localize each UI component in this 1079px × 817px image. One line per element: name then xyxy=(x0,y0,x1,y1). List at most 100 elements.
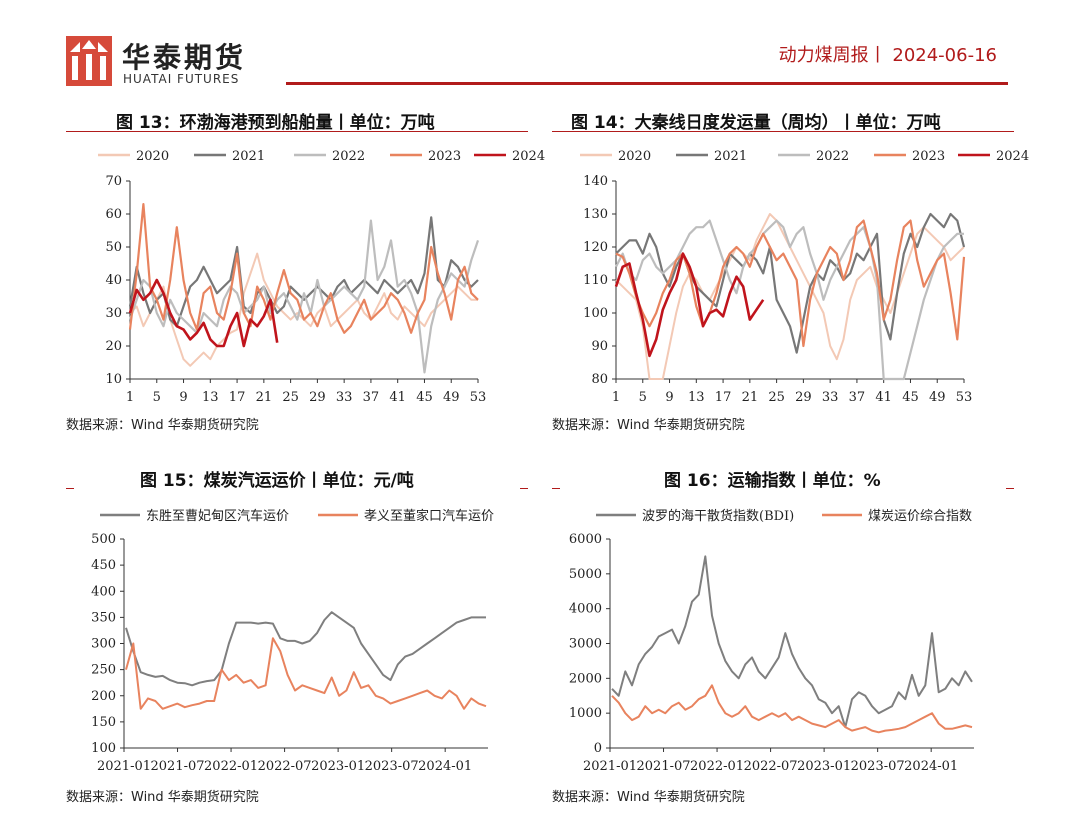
y-tick-label: 80 xyxy=(591,372,608,387)
chart-14-daqin-line: 2020 2021 2022 2023 2024 80 90 100 110 120 130 140 1… xyxy=(580,149,1029,405)
y-tick-label: 150 xyxy=(91,715,116,730)
x-tick-label: 37 xyxy=(363,390,380,405)
x-tick-label: 2021-01 xyxy=(97,759,151,774)
y-tick-label: 200 xyxy=(91,689,116,704)
x-tick-label: 2023-07 xyxy=(851,759,905,774)
x-tick-label: 17 xyxy=(715,390,732,405)
x-tick-label: 1 xyxy=(612,390,620,405)
x-tick-label: 53 xyxy=(470,390,487,405)
x-tick-label: 53 xyxy=(956,390,973,405)
x-tick-label: 2023-07 xyxy=(365,759,419,774)
x-tick-label: 2021-01 xyxy=(583,759,637,774)
y-tick-label: 10 xyxy=(105,372,122,387)
report-title: 动力煤周报丨 2024-06-16 xyxy=(778,45,997,66)
x-tick-label: 5 xyxy=(639,390,647,405)
x-tick-label: 37 xyxy=(849,390,866,405)
y-tick-label: 2000 xyxy=(569,671,602,686)
x-tick-label: 2022-01 xyxy=(204,759,258,774)
x-tick-label: 45 xyxy=(416,390,433,405)
y-tick-label: 6000 xyxy=(569,532,602,547)
y-tick-label: 100 xyxy=(583,306,608,321)
x-tick-label: 49 xyxy=(929,390,946,405)
series-line-2021 xyxy=(128,216,479,328)
y-tick-label: 5000 xyxy=(569,567,602,582)
chart-16-source: 数据来源：Wind 华泰期货研究院 xyxy=(552,790,745,805)
x-tick-label: 45 xyxy=(902,390,919,405)
legend-label-0: 波罗的海干散货指数(BDI) xyxy=(642,508,794,524)
chart-15-truck-freight: 东胜至曹妃甸区汽车运价 孝义至董家口汽车运价 100 150 200 250 300 350 4… xyxy=(91,508,494,774)
series-line-2023 xyxy=(615,219,966,348)
legend-label-2: 2022 xyxy=(332,149,365,164)
legend-label-3: 2023 xyxy=(428,149,461,164)
y-tick-label: 1000 xyxy=(569,706,602,721)
y-tick-label: 400 xyxy=(91,584,116,599)
x-tick-label: 2024-01 xyxy=(904,759,958,774)
chart-15-title-rule-right xyxy=(520,488,528,489)
legend-label-0: 东胜至曹妃甸区汽车运价 xyxy=(146,508,289,524)
x-tick-label: 9 xyxy=(179,390,187,405)
y-tick-label: 500 xyxy=(91,532,116,547)
x-tick-label: 13 xyxy=(202,390,219,405)
y-tick-label: 350 xyxy=(91,610,116,625)
legend-label-3: 2023 xyxy=(912,149,945,164)
x-tick-label: 41 xyxy=(389,390,406,405)
legend-label-1: 孝义至董家口汽车运价 xyxy=(364,508,494,524)
legend-label-2: 2022 xyxy=(816,149,849,164)
x-tick-label: 5 xyxy=(153,390,161,405)
x-tick-label: 29 xyxy=(309,390,326,405)
x-tick-label: 33 xyxy=(822,390,839,405)
x-tick-label: 25 xyxy=(768,390,785,405)
y-tick-label: 50 xyxy=(105,240,122,255)
series-line-孝义至董家口汽车运价 xyxy=(125,637,487,710)
series-line-2021 xyxy=(615,212,966,354)
y-tick-label: 0 xyxy=(594,741,602,756)
x-tick-label: 2021-07 xyxy=(151,759,205,774)
huatai-logo-icon xyxy=(66,36,112,86)
x-tick-label: 2022-07 xyxy=(258,759,312,774)
y-tick-label: 20 xyxy=(105,339,122,354)
x-tick-label: 49 xyxy=(443,390,460,405)
y-tick-label: 4000 xyxy=(569,602,602,617)
x-tick-label: 21 xyxy=(742,390,759,405)
chart-15-source: 数据来源：Wind 华泰期货研究院 xyxy=(66,790,259,805)
legend-label-1: 煤炭运价综合指数 xyxy=(868,509,972,524)
legend-label-1: 2021 xyxy=(232,149,265,164)
x-tick-label: 1 xyxy=(126,390,134,405)
x-tick-label: 2021-07 xyxy=(637,759,691,774)
y-tick-label: 3000 xyxy=(569,637,602,652)
x-tick-label: 2022-07 xyxy=(744,759,798,774)
y-tick-label: 100 xyxy=(91,741,116,756)
y-tick-label: 40 xyxy=(105,273,122,288)
x-tick-label: 2023-01 xyxy=(797,759,851,774)
series-line-东胜至曹妃甸区汽车运价 xyxy=(125,611,486,687)
y-tick-label: 130 xyxy=(583,207,608,222)
y-tick-label: 120 xyxy=(583,240,608,255)
x-tick-label: 9 xyxy=(665,390,673,405)
x-tick-label: 33 xyxy=(336,390,353,405)
series-line-煤炭运价综合指数 xyxy=(611,684,973,734)
y-tick-label: 110 xyxy=(583,273,608,288)
y-tick-label: 60 xyxy=(105,207,122,222)
chart-15-title-rule-left xyxy=(66,488,74,489)
series-line-2024 xyxy=(614,252,765,358)
x-tick-label: 29 xyxy=(795,390,812,405)
y-tick-label: 70 xyxy=(105,174,122,189)
chart-13-title: 图 13：环渤海港预到船舶量丨单位：万吨 xyxy=(116,113,435,133)
y-tick-label: 250 xyxy=(91,663,116,678)
x-tick-label: 17 xyxy=(229,390,246,405)
y-tick-label: 450 xyxy=(91,558,116,573)
legend-label-1: 2021 xyxy=(714,149,747,164)
chart-15-title: 图 15：煤炭汽运运价丨单位：元/吨 xyxy=(140,471,414,491)
series-line-2024 xyxy=(128,278,279,348)
x-tick-label: 25 xyxy=(282,390,299,405)
y-tick-label: 300 xyxy=(91,637,116,652)
chart-14-title: 图 14：大秦线日度发运量（周均）丨单位：万吨 xyxy=(571,113,941,133)
chart-16-title: 图 16：运输指数丨单位：% xyxy=(664,471,881,491)
header-divider xyxy=(286,82,1008,85)
series-line-2023 xyxy=(128,202,479,334)
x-tick-label: 2024-01 xyxy=(418,759,472,774)
series-line-波罗的海干散货指数(BDI) xyxy=(611,555,973,729)
brand-name-cn: 华泰期货 xyxy=(122,41,247,74)
chart-14-title-rule xyxy=(552,131,1014,132)
y-tick-label: 90 xyxy=(591,339,608,354)
